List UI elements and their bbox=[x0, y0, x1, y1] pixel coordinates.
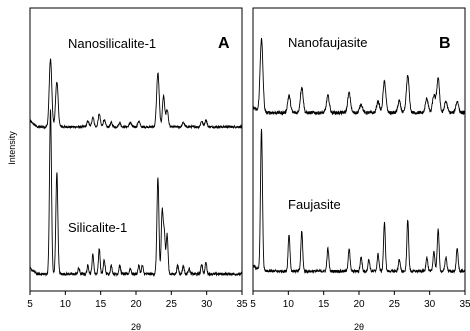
series-label-silicalite-1: Silicalite-1 bbox=[68, 220, 127, 235]
x-tick-label: 5 bbox=[250, 299, 256, 310]
x-tick-label: 20 bbox=[353, 299, 365, 310]
panel-b-frame bbox=[252, 7, 466, 292]
series-line-faujasite bbox=[252, 128, 466, 275]
x-tick-label: 25 bbox=[166, 299, 178, 310]
x-tick-label: 30 bbox=[424, 299, 436, 310]
series-label-nanosilicalite-1: Nanosilicalite-1 bbox=[68, 36, 156, 51]
panel-b-x-axis-label: 2θ bbox=[354, 322, 364, 331]
x-tick-label: 15 bbox=[318, 299, 330, 310]
series-label-nanofaujasite: Nanofaujasite bbox=[288, 35, 368, 50]
panel-a-x-axis-label: 2θ bbox=[131, 322, 141, 331]
panel-b-curves bbox=[252, 37, 466, 275]
x-tick-label: 15 bbox=[95, 299, 107, 310]
x-tick-label: 35 bbox=[459, 299, 470, 310]
panel-a-x-axis: 5 10 15 20 25 30 35 bbox=[27, 291, 248, 310]
y-axis-label: Intensity bbox=[7, 131, 17, 165]
x-tick-label: 35 bbox=[236, 299, 248, 310]
panel-b-x-axis: 5 10 15 20 25 30 35 bbox=[250, 291, 470, 310]
x-tick-label: 20 bbox=[130, 299, 142, 310]
x-tick-label: 25 bbox=[389, 299, 401, 310]
series-line-silicalite-1 bbox=[29, 109, 243, 277]
x-tick-label: 10 bbox=[283, 299, 295, 310]
panel-a-curves bbox=[29, 58, 243, 277]
x-tick-label: 30 bbox=[201, 299, 213, 310]
panel-b: 5 10 15 20 25 30 35 Nanofaujasite Faujasite B … bbox=[250, 7, 470, 331]
panel-b-letter: B bbox=[439, 35, 451, 52]
panel-a-letter: A bbox=[218, 35, 230, 52]
series-line-nanosilicalite-1 bbox=[29, 58, 243, 130]
panel-a: 5 10 15 20 25 30 35 Nanosilicalite-1 Silicalit… bbox=[27, 7, 248, 331]
x-tick-label: 5 bbox=[27, 299, 33, 310]
x-tick-label: 10 bbox=[60, 299, 72, 310]
series-line-nanofaujasite bbox=[252, 37, 466, 116]
series-label-faujasite: Faujasite bbox=[288, 197, 341, 212]
